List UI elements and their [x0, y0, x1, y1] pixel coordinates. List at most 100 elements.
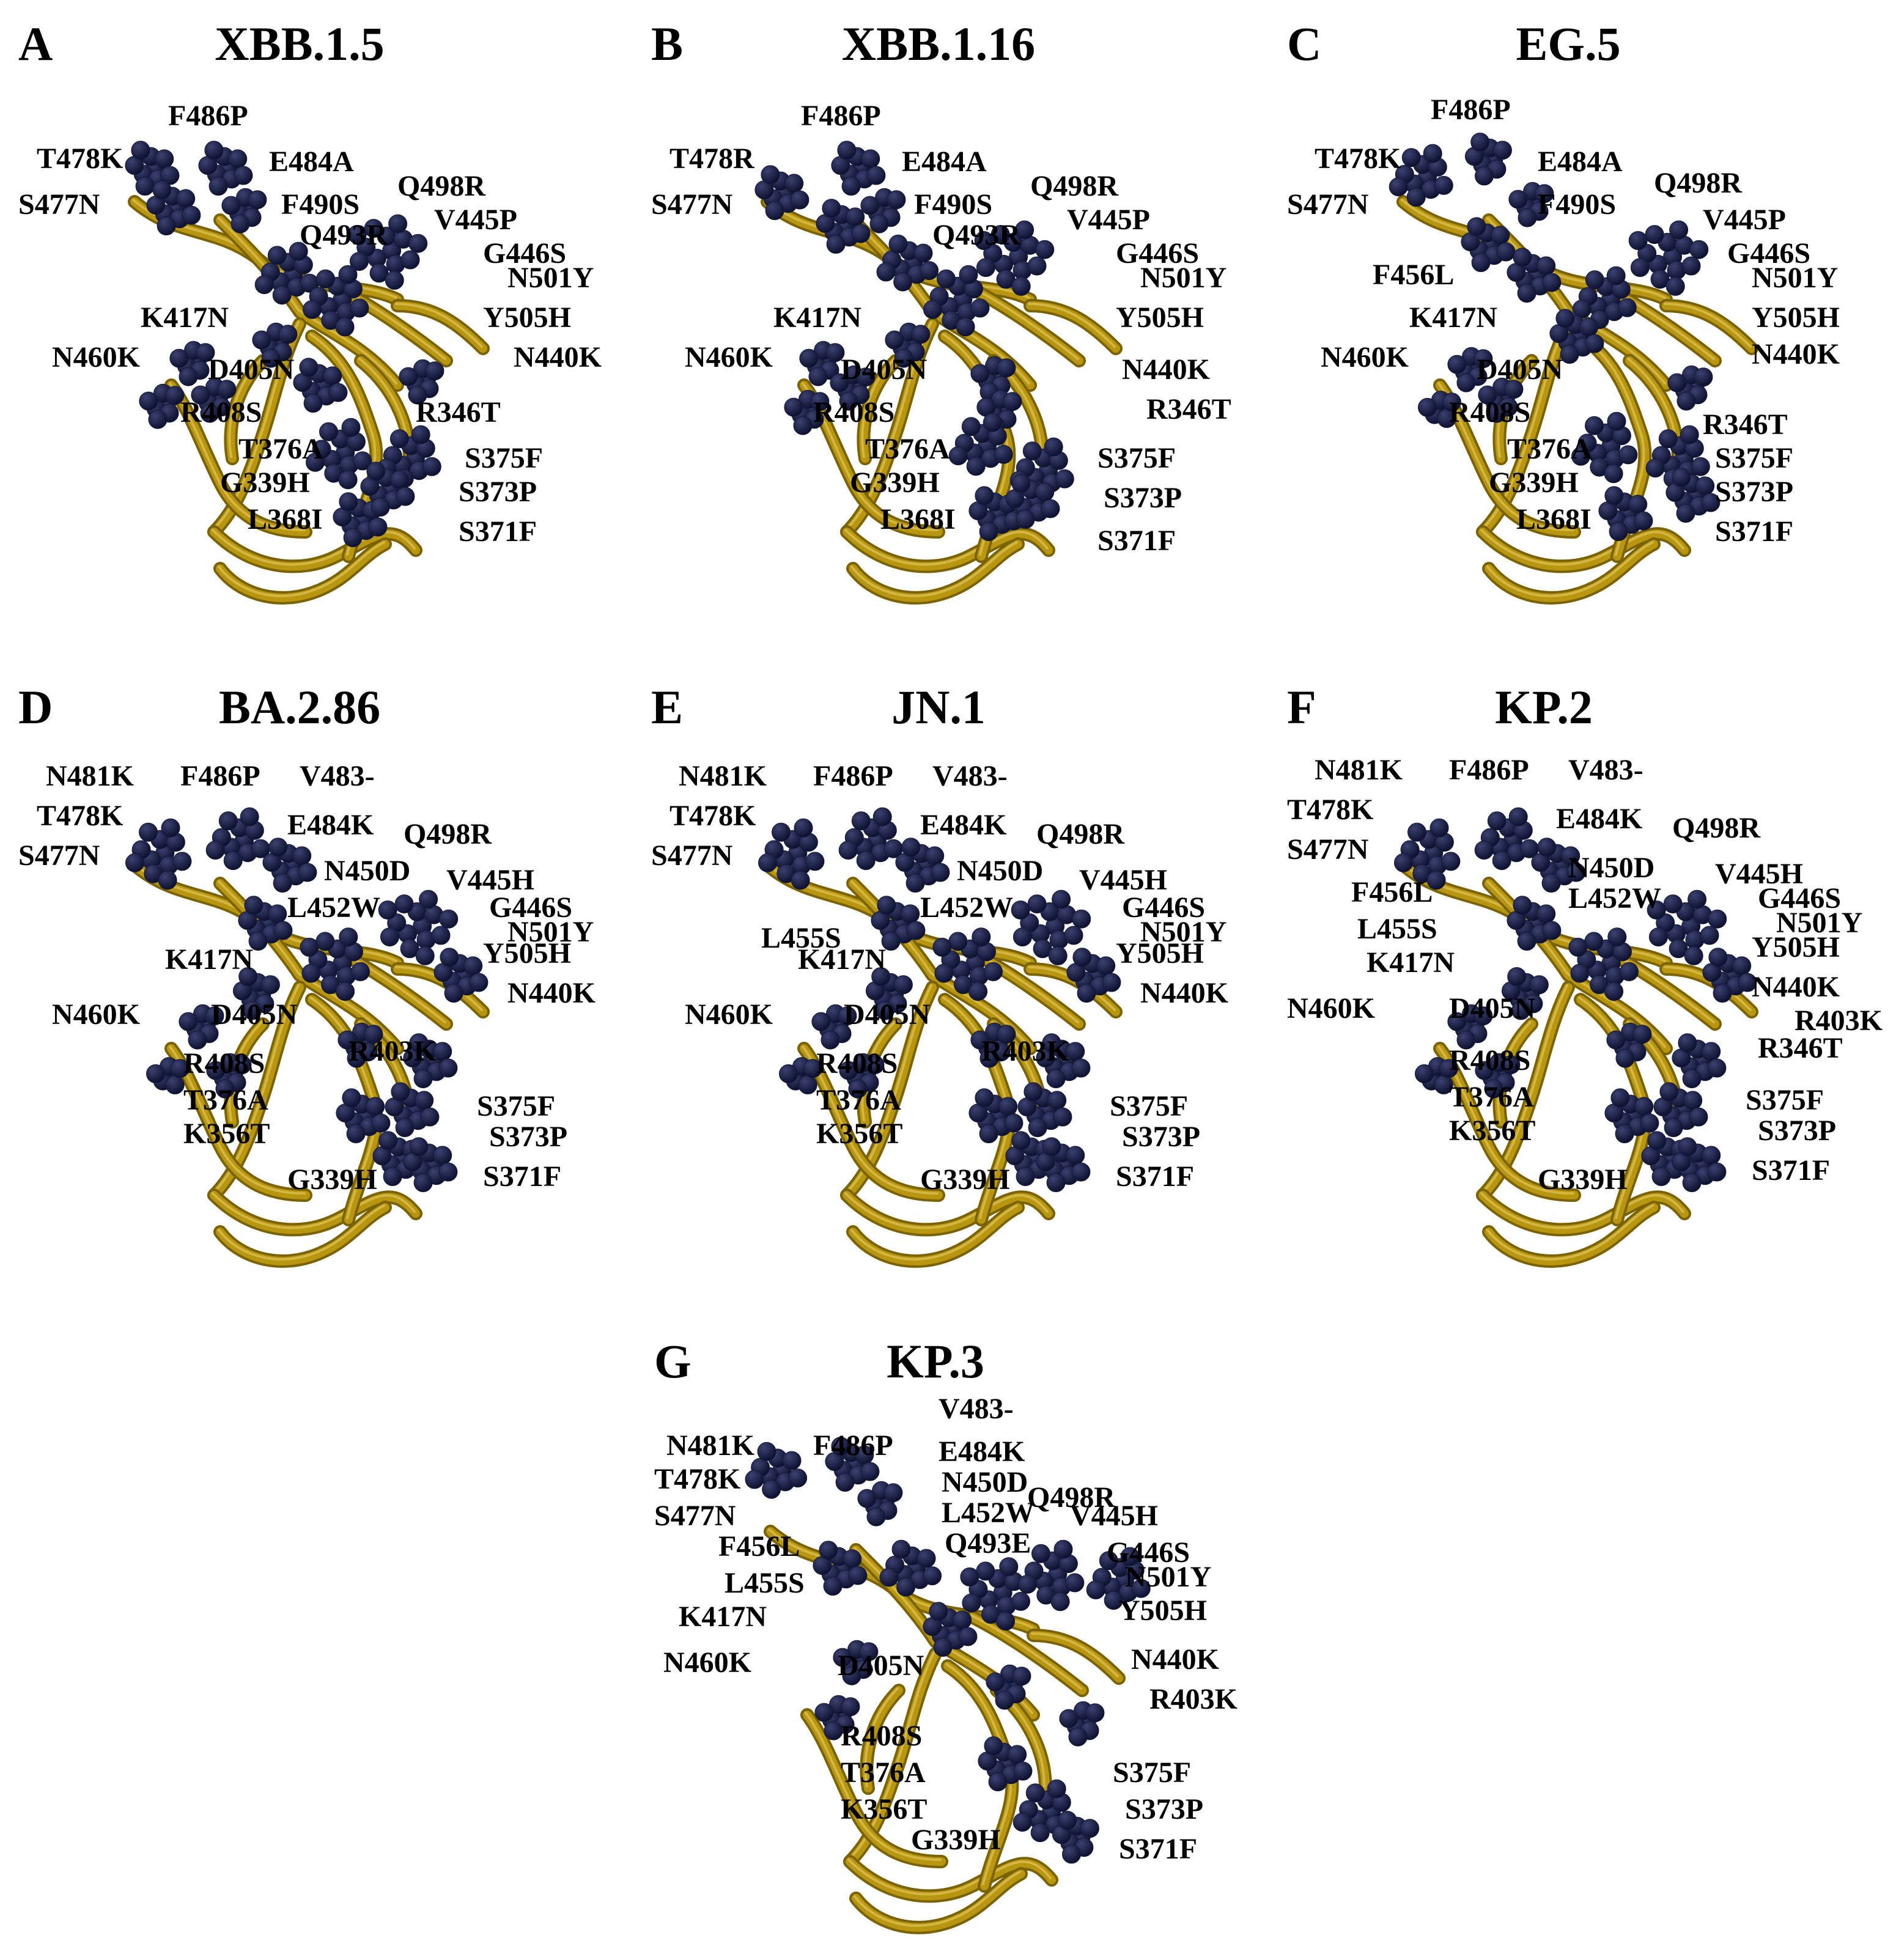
- residue-sphere: [1474, 349, 1493, 369]
- residue-sphere: [1689, 240, 1709, 259]
- residue-sphere: [772, 822, 791, 842]
- residue-sphere: [205, 1006, 224, 1026]
- residue-sphere: [1041, 499, 1060, 518]
- residue-sphere: [997, 358, 1016, 378]
- mutation-label: D405N: [838, 1649, 924, 1682]
- residue-sphere: [254, 275, 274, 295]
- residue-sphere-cluster: [876, 234, 939, 292]
- residue-sphere: [278, 325, 298, 344]
- mutation-label: S371F: [1119, 1833, 1197, 1865]
- residue-sphere: [968, 982, 988, 1001]
- residue-sphere: [1008, 1745, 1027, 1764]
- residue-sphere-cluster: [1667, 365, 1713, 411]
- residue-sphere: [170, 1059, 190, 1078]
- residue-sphere: [1456, 1030, 1476, 1050]
- residue-sphere-cluster: [960, 1557, 1030, 1631]
- panel-letter: A: [18, 17, 53, 70]
- residue-sphere: [894, 348, 913, 368]
- mutation-label: V445P: [434, 204, 517, 236]
- residue-sphere-cluster: [814, 1695, 860, 1741]
- residue-sphere: [784, 397, 803, 417]
- residue-sphere: [1015, 220, 1035, 240]
- residue-sphere-cluster: [1572, 266, 1637, 330]
- residue-sphere: [1011, 1131, 1031, 1151]
- mutation-label: T478R: [670, 142, 755, 175]
- mutation-label: Q498R: [1654, 167, 1743, 199]
- mutation-label: T376A: [841, 1756, 926, 1789]
- residue-sphere-cluster: [1531, 838, 1586, 893]
- residue-sphere-cluster: [871, 896, 926, 951]
- residue-sphere: [979, 1048, 999, 1068]
- residue-sphere: [148, 410, 168, 429]
- residue-sphere: [388, 214, 408, 234]
- residue-sphere: [316, 269, 335, 289]
- residue-sphere: [1003, 392, 1022, 411]
- residue-sphere: [1713, 984, 1732, 1003]
- residue-sphere-cluster: [1478, 377, 1524, 423]
- residue-sphere: [1607, 927, 1627, 947]
- mutation-label: T478K: [37, 142, 123, 175]
- residue-sphere: [745, 1470, 764, 1489]
- residue-sphere: [1672, 468, 1691, 487]
- ribbon-strand-highlight: [864, 1687, 899, 1788]
- residue-sphere-cluster: [1606, 1022, 1652, 1068]
- residue-sphere: [975, 486, 994, 506]
- residue-sphere: [906, 921, 926, 940]
- ribbon-strand-highlight: [1578, 997, 1645, 1219]
- residue-sphere: [1604, 982, 1624, 1001]
- residue-sphere-cluster: [1628, 220, 1709, 296]
- mutation-label: R403K: [1795, 1004, 1883, 1037]
- mutation-label: R408S: [1449, 396, 1530, 429]
- residue-sphere: [371, 498, 390, 517]
- residue-sphere: [1542, 921, 1562, 940]
- residue-sphere: [1542, 273, 1562, 292]
- residue-sphere-cluster: [1672, 1137, 1727, 1192]
- residue-sphere: [1732, 956, 1752, 976]
- residue-sphere-cluster: [1461, 217, 1516, 272]
- residue-sphere: [1536, 256, 1556, 276]
- residue-sphere: [1604, 486, 1624, 506]
- mutation-label: N440K: [1752, 338, 1840, 370]
- residue-sphere: [851, 224, 871, 243]
- mutation-label: G446S: [1758, 882, 1841, 915]
- residue-sphere: [1738, 973, 1757, 992]
- residue-sphere: [830, 373, 849, 392]
- mutation-label: K417N: [679, 1601, 767, 1633]
- residue-sphere-cluster: [1005, 474, 1060, 529]
- residue-sphere-cluster: [745, 1442, 808, 1499]
- ribbon-strand-highlight: [1480, 529, 1684, 566]
- residue-sphere: [433, 1146, 452, 1165]
- residue-sphere: [1013, 1813, 1032, 1832]
- residue-sphere: [1131, 1579, 1151, 1598]
- residue-sphere-cluster: [254, 241, 319, 305]
- residue-sphere: [272, 286, 292, 305]
- residue-sphere-cluster: [948, 413, 1013, 476]
- ribbon-strand-highlight: [970, 1614, 1082, 1690]
- residue-sphere: [1645, 459, 1665, 478]
- ribbon-strand-highlight: [228, 358, 263, 458]
- ribbon-strand-highlight: [844, 529, 1049, 566]
- residue-sphere: [810, 392, 830, 411]
- residue-sphere: [1068, 1727, 1088, 1747]
- mutation-label: R346T: [1146, 393, 1231, 426]
- residue-sphere: [409, 1033, 429, 1053]
- ribbon-strand-highlight: [395, 303, 483, 348]
- residue-sphere: [200, 403, 219, 423]
- residue-sphere: [1048, 946, 1068, 965]
- panel-letter: G: [654, 1335, 692, 1388]
- residue-sphere: [1607, 411, 1626, 431]
- residue-sphere: [335, 317, 355, 337]
- residue-sphere: [1491, 226, 1510, 245]
- mutation-label: N501Y: [1752, 262, 1838, 294]
- ribbon-strand-highlight: [218, 217, 397, 385]
- mutation-label: S477N: [1287, 188, 1369, 221]
- ribbon-strand-highlight: [1486, 1204, 1654, 1261]
- residue-sphere: [323, 366, 342, 386]
- residue-sphere: [838, 841, 858, 860]
- residue-sphere: [338, 1030, 357, 1050]
- residue-sphere: [1504, 380, 1524, 399]
- mutation-label: Y505H: [1116, 937, 1204, 970]
- residue-sphere: [1708, 948, 1728, 967]
- residue-sphere-cluster: [986, 1664, 1031, 1710]
- residue-sphere: [823, 1577, 843, 1596]
